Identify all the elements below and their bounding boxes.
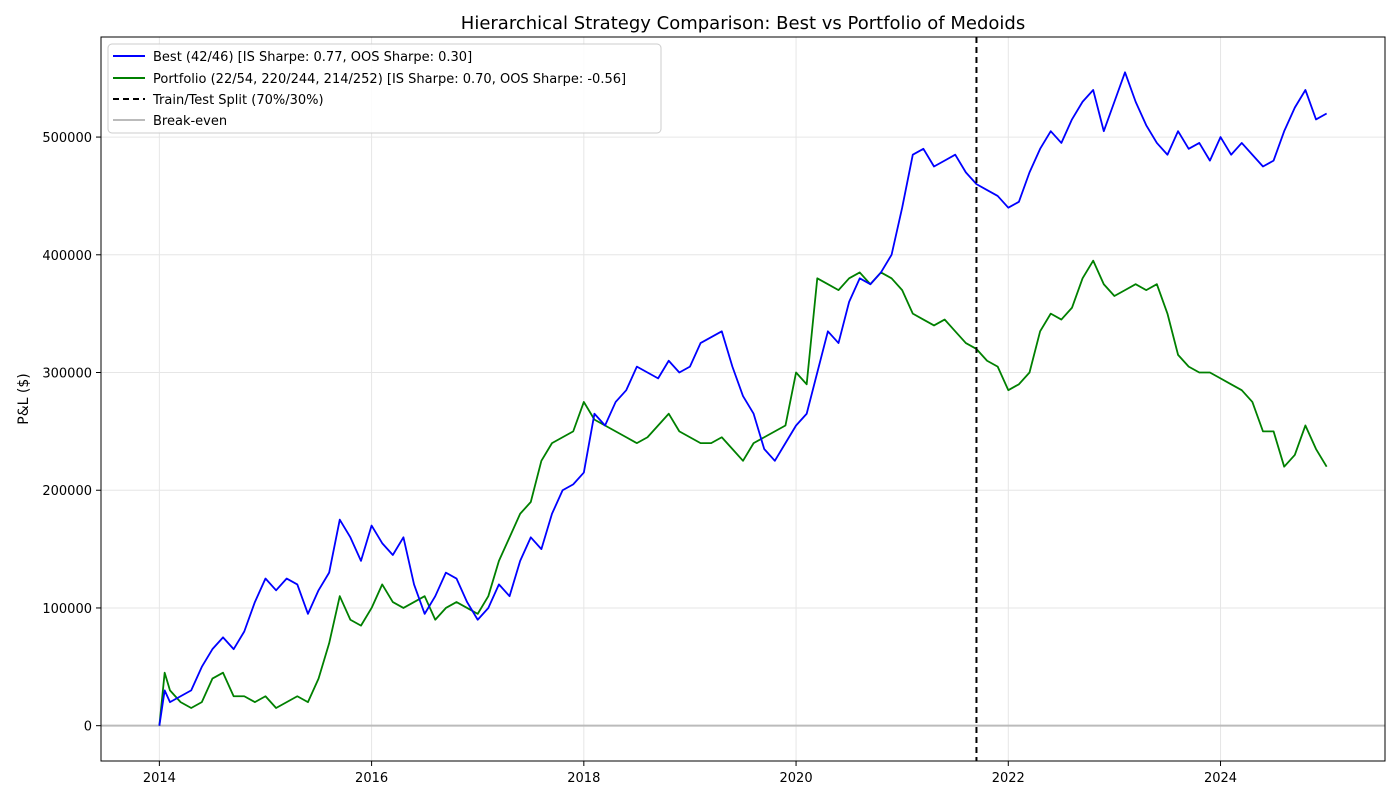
y-axis-label: P&L ($) xyxy=(16,373,32,424)
y-tick-label: 400000 xyxy=(42,249,92,264)
series-layer xyxy=(158,71,1328,726)
series-line-best xyxy=(158,71,1328,726)
chart-title: Hierarchical Strategy Comparison: Best v… xyxy=(461,13,1025,34)
plot-frame xyxy=(100,36,1386,762)
x-tick-label: 2014 xyxy=(143,771,176,786)
legend-label-portfolio: Portfolio (22/54, 220/244, 214/252) [IS … xyxy=(153,72,626,87)
legend-label-breakeven: Break-even xyxy=(153,114,227,129)
legend-label-split: Train/Test Split (70%/30%) xyxy=(152,93,324,108)
y-tick-label: 300000 xyxy=(42,367,92,382)
x-tick-label: 2020 xyxy=(780,771,813,786)
x-tick-label: 2018 xyxy=(567,771,600,786)
x-tick-label: 2024 xyxy=(1204,771,1237,786)
y-tick-label: 0 xyxy=(84,720,92,735)
legend-label-best: Best (42/46) [IS Sharpe: 0.77, OOS Sharp… xyxy=(153,50,472,65)
x-tick-label: 2022 xyxy=(992,771,1025,786)
y-axis-ticks: 0 100000 200000 300000 400000 500000 xyxy=(42,131,101,735)
y-tick-label: 100000 xyxy=(42,602,92,617)
x-axis-ticks: 2014 2016 2018 2020 2022 2024 xyxy=(143,761,1237,786)
x-tick-label: 2016 xyxy=(355,771,388,786)
series-line-portfolio xyxy=(158,259,1328,726)
legend: Best (42/46) [IS Sharpe: 0.77, OOS Sharp… xyxy=(107,43,662,134)
y-tick-label: 200000 xyxy=(42,484,92,499)
y-tick-label: 500000 xyxy=(42,131,92,146)
legend-box xyxy=(107,43,662,134)
